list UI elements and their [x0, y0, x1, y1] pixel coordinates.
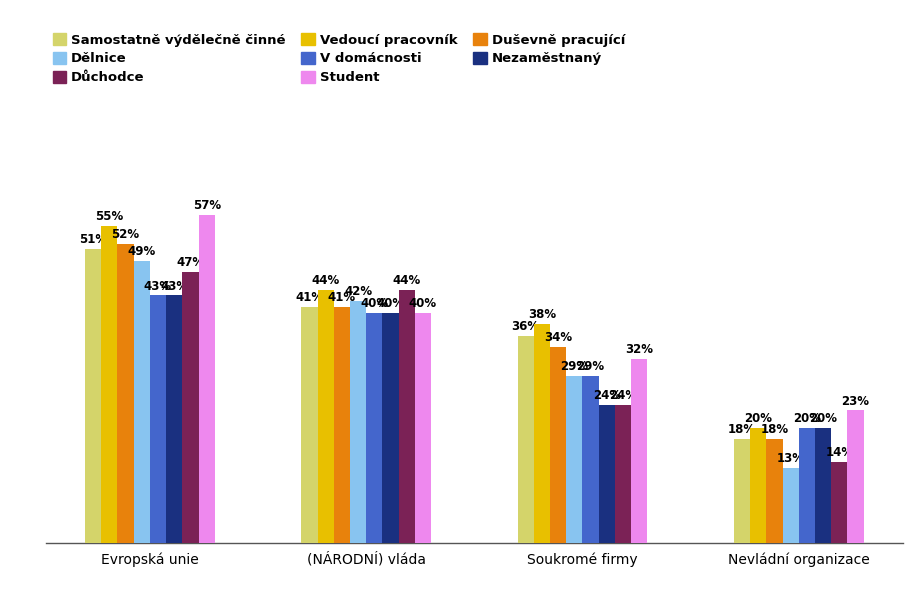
Text: 20%: 20% — [793, 412, 821, 425]
Bar — [150, 295, 166, 543]
Bar — [550, 347, 566, 543]
Text: 18%: 18% — [728, 423, 756, 437]
Text: 40%: 40% — [377, 297, 404, 310]
Bar — [182, 273, 199, 543]
Bar — [783, 468, 799, 543]
Bar — [382, 312, 399, 543]
Bar — [367, 312, 382, 543]
Text: 20%: 20% — [809, 412, 837, 425]
Text: 18%: 18% — [761, 423, 788, 437]
Bar — [766, 439, 783, 543]
Text: 42%: 42% — [344, 285, 372, 298]
Bar — [534, 324, 550, 543]
Bar — [566, 376, 582, 543]
Text: 55%: 55% — [95, 210, 123, 224]
Bar — [414, 312, 431, 543]
Text: 41%: 41% — [296, 291, 323, 304]
Text: 24%: 24% — [593, 389, 621, 402]
Text: 43%: 43% — [160, 280, 188, 292]
Bar — [750, 428, 766, 543]
Text: 38%: 38% — [528, 308, 556, 321]
Bar — [318, 289, 333, 543]
Text: 34%: 34% — [544, 331, 572, 344]
Bar — [518, 336, 534, 543]
Text: 29%: 29% — [560, 360, 589, 373]
Bar — [118, 244, 134, 543]
Text: 47%: 47% — [176, 256, 204, 270]
Text: 51%: 51% — [79, 233, 107, 247]
Bar — [350, 301, 367, 543]
Bar — [85, 250, 101, 543]
Bar — [333, 307, 350, 543]
Text: 36%: 36% — [512, 320, 540, 333]
Text: 20%: 20% — [744, 412, 772, 425]
Text: 43%: 43% — [144, 280, 172, 292]
Bar — [799, 428, 815, 543]
Bar — [399, 289, 414, 543]
Bar — [599, 405, 615, 543]
Text: 14%: 14% — [825, 446, 854, 459]
Bar — [615, 405, 631, 543]
Bar — [831, 462, 847, 543]
Text: 29%: 29% — [577, 360, 604, 373]
Bar — [101, 226, 118, 543]
Text: 23%: 23% — [842, 394, 869, 408]
Bar — [166, 295, 182, 543]
Bar — [301, 307, 318, 543]
Bar — [815, 428, 831, 543]
Bar — [847, 411, 864, 543]
Bar — [134, 261, 150, 543]
Legend: Samostatně výdělečně činné, Dělnice, Důchodce, Vedoucí pracovník, V domácnosti, : Samostatně výdělečně činné, Dělnice, Důc… — [52, 33, 625, 84]
Text: 24%: 24% — [609, 389, 637, 402]
Text: 32%: 32% — [625, 343, 653, 356]
Text: 40%: 40% — [409, 297, 437, 310]
Text: 49%: 49% — [128, 245, 156, 258]
Text: 41%: 41% — [328, 291, 356, 304]
Text: 44%: 44% — [311, 274, 340, 287]
Bar — [631, 359, 647, 543]
Bar — [582, 376, 599, 543]
Text: 13%: 13% — [776, 452, 805, 465]
Text: 44%: 44% — [392, 274, 421, 287]
Bar — [734, 439, 750, 543]
Text: 40%: 40% — [360, 297, 389, 310]
Bar — [199, 215, 215, 543]
Text: 57%: 57% — [192, 199, 221, 212]
Text: 52%: 52% — [111, 228, 140, 241]
